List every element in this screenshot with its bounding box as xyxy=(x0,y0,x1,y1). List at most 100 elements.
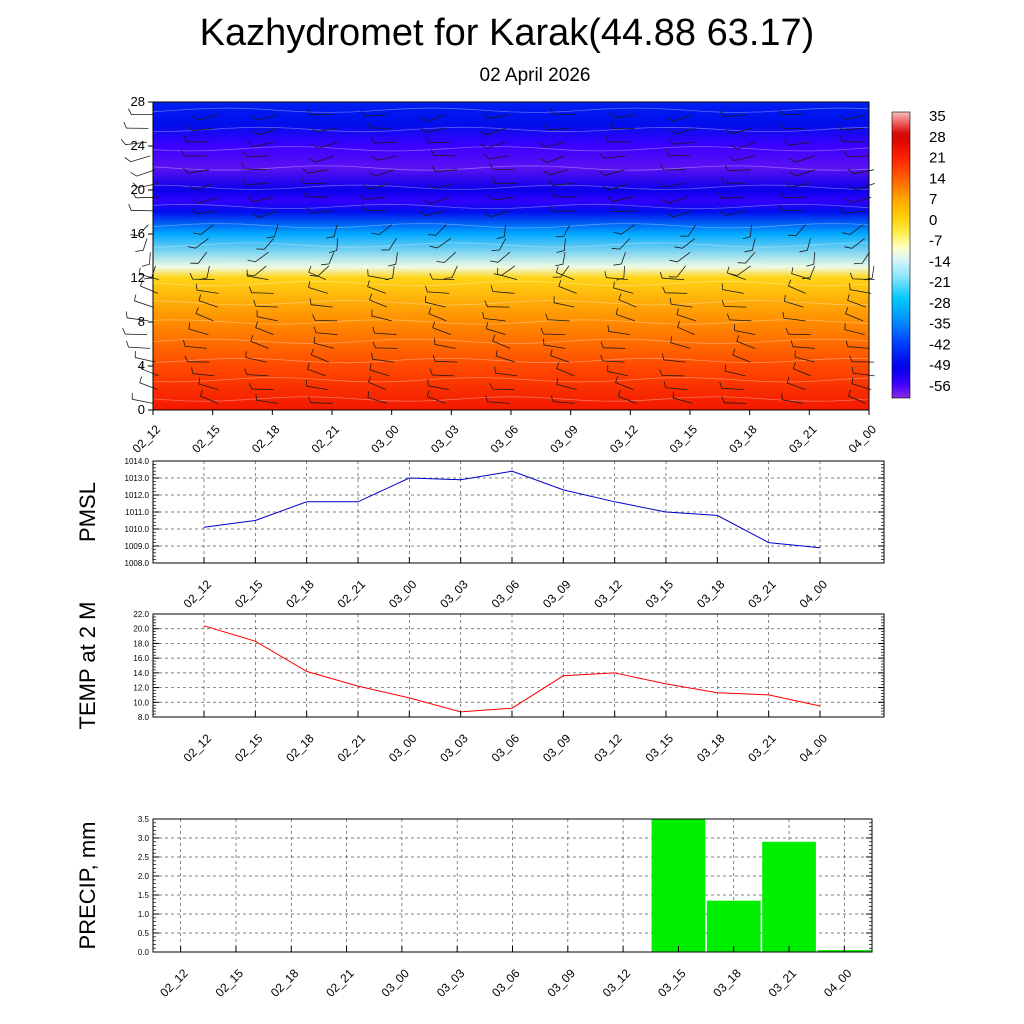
wind-barb xyxy=(367,269,390,280)
wind-barb xyxy=(676,320,695,335)
wind-barb xyxy=(669,128,696,135)
wind-barb xyxy=(600,354,625,363)
wind-barb xyxy=(556,377,577,390)
wind-barb xyxy=(419,210,446,217)
wind-barb xyxy=(480,141,506,149)
wind-barb xyxy=(556,362,575,377)
wind-barb xyxy=(550,395,575,404)
panel-x-tick-label: 02_12 xyxy=(181,731,215,765)
wind-barb xyxy=(786,376,806,390)
wind-barb xyxy=(778,108,804,115)
wind-barb xyxy=(313,326,338,335)
precip-panel: 3.5 3.0 2.5 2.0 1.5 1.0 0.5 0.0 02_12 02_15 02_18 0… xyxy=(75,815,873,1000)
wind-barb xyxy=(425,285,450,294)
wind-barb xyxy=(736,335,755,349)
wind-barb xyxy=(485,395,510,404)
wind-barb xyxy=(120,139,148,146)
temp-2m-panel: 22.0 20.0 18.0 16.0 14.0 12.0 10.0 8.0 02_12 02_1… xyxy=(75,602,885,765)
wind-barb xyxy=(360,110,387,117)
panel-background xyxy=(153,614,884,717)
wind-barb xyxy=(550,349,570,363)
wind-barb xyxy=(189,272,215,280)
heatmap-x-tick-label: 03_03 xyxy=(428,422,462,456)
panel-y-tick-label: 1.5 xyxy=(138,891,150,900)
wind-barb xyxy=(845,196,872,204)
wind-barb xyxy=(429,238,452,249)
panel-frame xyxy=(152,613,885,718)
wind-barb xyxy=(609,122,635,129)
wind-barb xyxy=(494,366,518,377)
wind-barb xyxy=(490,251,511,263)
wind-barb xyxy=(551,190,577,198)
wind-barb xyxy=(724,364,746,377)
wind-barb xyxy=(734,324,756,335)
wind-barb xyxy=(125,311,149,322)
heatmap-y-tick-label: 12 xyxy=(131,270,145,285)
wind-barb xyxy=(432,321,452,335)
panel-x-tick-label: 03_09 xyxy=(540,731,574,765)
wind-barb xyxy=(492,334,511,349)
heatmap-y-tick-label: 0 xyxy=(138,402,145,417)
wind-barb xyxy=(132,182,159,189)
colorbar-label: -56 xyxy=(929,378,951,395)
temperature-contour xyxy=(152,146,870,152)
wind-barb xyxy=(680,224,697,237)
wind-barb xyxy=(329,238,339,253)
wind-barb xyxy=(843,150,870,158)
wind-barb xyxy=(436,251,456,263)
panel-x-tick-label: 02_15 xyxy=(213,966,247,1000)
wind-barb xyxy=(483,210,510,218)
wind-barb xyxy=(256,238,275,250)
colorbar-label: -49 xyxy=(929,357,951,374)
panel-y-tick-label: 2.5 xyxy=(138,853,150,862)
heatmap-x-tick-label: 03_00 xyxy=(368,422,402,456)
wind-barb xyxy=(192,114,219,121)
wind-barb xyxy=(490,285,515,294)
wind-barb xyxy=(308,155,335,163)
panel-y-axis-title: PRECIP, mm xyxy=(75,822,100,950)
panel-y-tick-label: 14.0 xyxy=(133,669,149,678)
heatmap-y-tick-label: 4 xyxy=(138,358,145,373)
wind-barb xyxy=(242,150,269,158)
wind-barb xyxy=(542,169,569,176)
wind-barb xyxy=(139,279,158,294)
temperature-contour xyxy=(152,319,870,325)
wind-barb xyxy=(248,286,274,294)
wind-barb xyxy=(308,396,333,404)
colorbar-label: -14 xyxy=(929,253,951,270)
wind-barb xyxy=(599,152,626,159)
temperature-contour xyxy=(152,223,870,229)
wind-barb xyxy=(660,163,686,171)
wind-barb xyxy=(420,127,447,133)
panel-x-tick-label: 03_15 xyxy=(643,731,677,765)
wind-barb xyxy=(802,265,816,280)
colorbar-bar xyxy=(891,111,911,399)
heatmap-y-tick-label: 28 xyxy=(131,94,145,109)
panel-x-tick-label: 03_15 xyxy=(643,577,677,611)
heatmap-y-tick-label: 8 xyxy=(138,314,145,329)
panel-y-tick-label: 0.0 xyxy=(138,948,150,957)
wind-barb xyxy=(726,313,752,322)
wind-barb xyxy=(849,355,875,363)
wind-barb xyxy=(187,124,214,131)
wind-barb xyxy=(266,224,279,239)
wind-barb xyxy=(369,363,390,377)
wind-barb xyxy=(429,368,455,377)
wind-barb xyxy=(384,265,395,281)
wind-barb xyxy=(600,341,626,349)
panel-x-tick-label: 03_09 xyxy=(540,577,574,611)
wind-barb xyxy=(545,313,570,322)
wind-barb xyxy=(134,351,156,363)
wind-barb xyxy=(607,364,629,377)
wind-barb xyxy=(366,121,392,129)
precip-bar-03_15 xyxy=(651,819,706,952)
wind-barb xyxy=(864,265,875,281)
wind-barb xyxy=(128,204,154,212)
precip-bar-03_18 xyxy=(706,900,761,952)
panel-x-tick-label: 03_09 xyxy=(544,966,578,1000)
colorbar-label: 35 xyxy=(929,108,946,125)
panel-x-tick-label: 02_21 xyxy=(335,731,369,765)
wind-barb xyxy=(372,326,397,335)
heatmap-y-tick-label: 16 xyxy=(131,226,145,241)
wind-barb xyxy=(611,238,631,250)
